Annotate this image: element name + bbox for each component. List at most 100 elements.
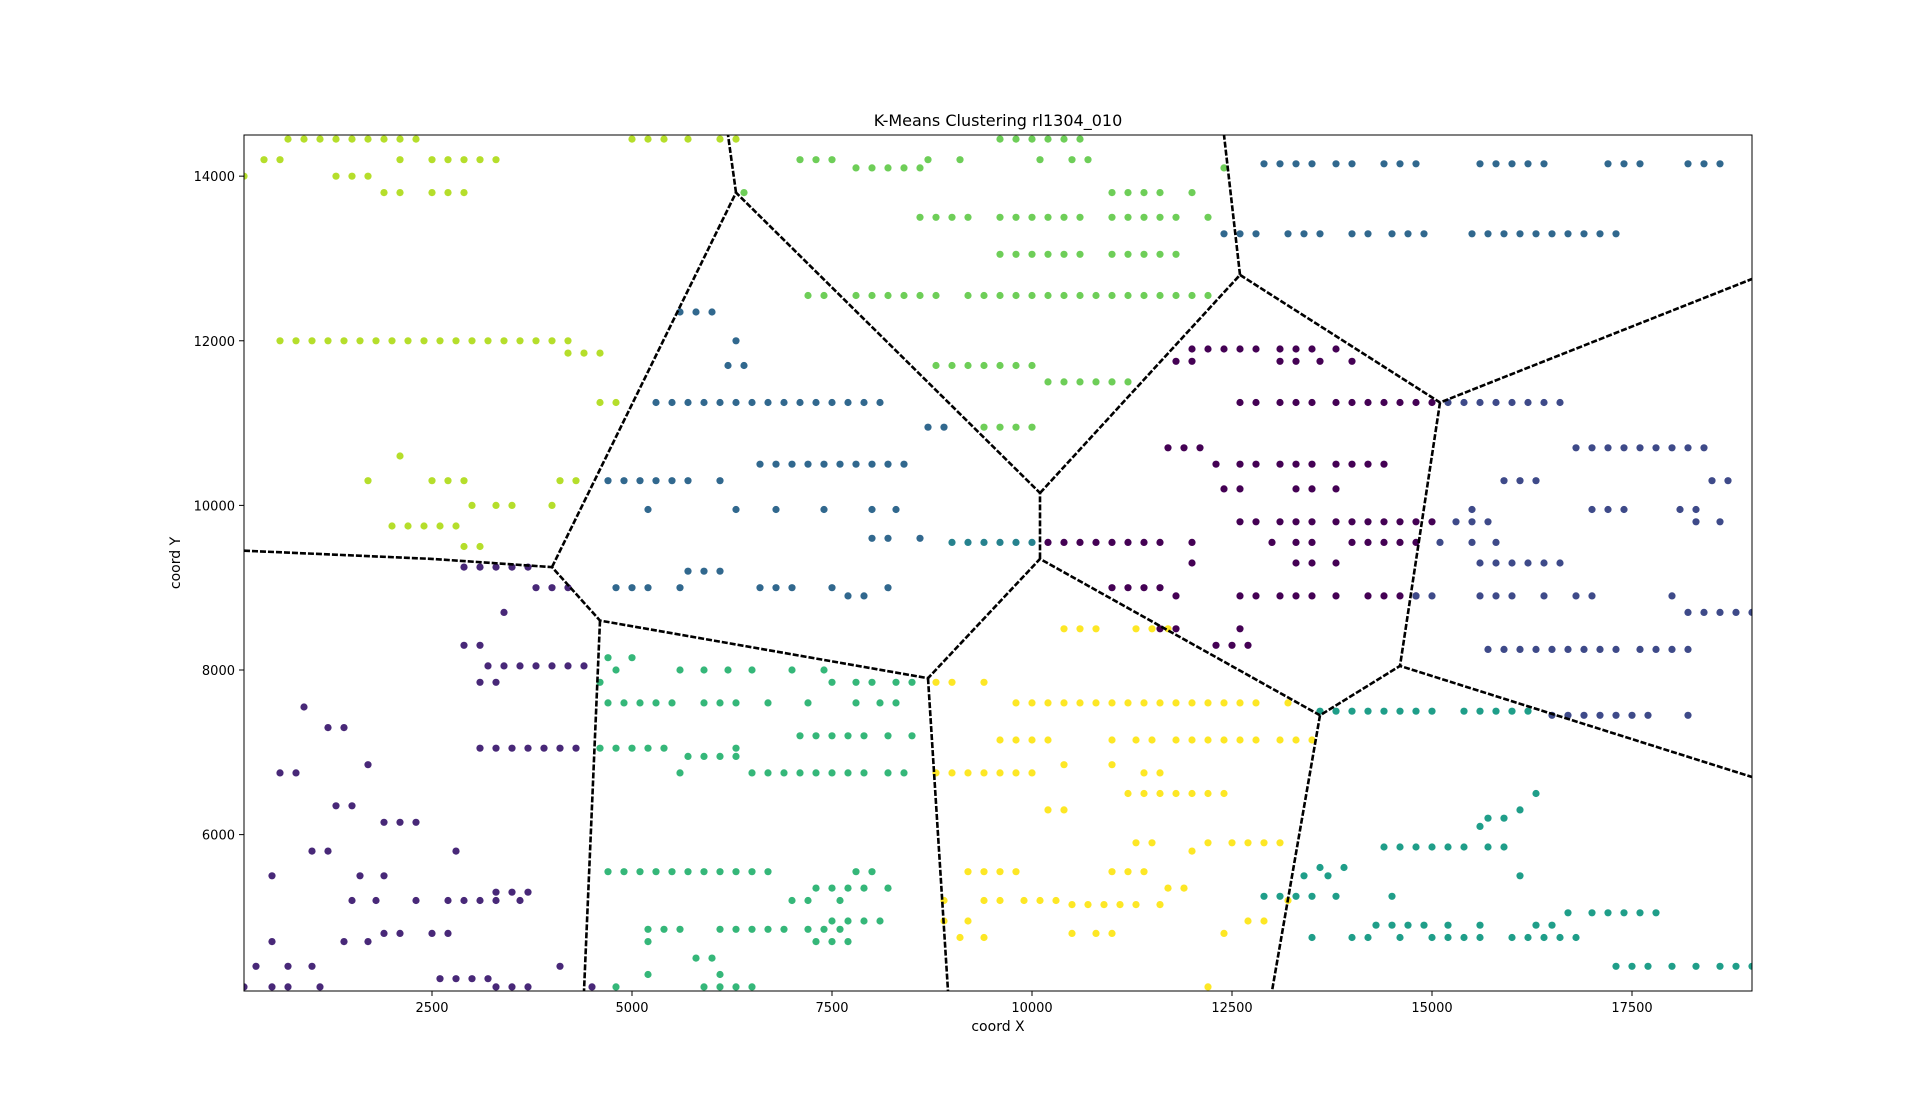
data-point: [964, 917, 972, 925]
data-point: [356, 337, 364, 345]
data-point: [1548, 645, 1556, 654]
data-point: [596, 398, 604, 407]
data-point: [1668, 444, 1676, 452]
data-point: [1540, 592, 1548, 600]
data-point: [668, 398, 676, 407]
data-point: [884, 769, 892, 777]
data-point: [1140, 189, 1148, 197]
data-point: [668, 699, 676, 707]
data-point: [820, 460, 828, 468]
data-point: [1492, 592, 1500, 600]
data-point: [1348, 460, 1356, 468]
data-point: [1508, 398, 1516, 407]
data-point: [1444, 843, 1452, 851]
data-point: [1276, 398, 1284, 407]
data-point: [1044, 213, 1052, 221]
data-point: [828, 938, 836, 946]
data-point: [788, 584, 796, 592]
data-point: [1564, 645, 1572, 654]
data-point: [1164, 884, 1172, 892]
data-point: [1332, 460, 1340, 468]
data-point: [1276, 160, 1284, 168]
data-point: [452, 847, 460, 855]
data-point: [1396, 707, 1404, 715]
data-point: [1604, 909, 1612, 917]
data-point: [1012, 769, 1020, 777]
data-point: [1188, 538, 1196, 547]
data-point: [1556, 398, 1564, 407]
data-point: [620, 699, 628, 707]
data-point: [700, 752, 708, 761]
data-point: [1236, 736, 1244, 744]
data-point: [1652, 909, 1660, 917]
data-point: [1244, 641, 1252, 649]
data-point: [1628, 962, 1636, 970]
data-point: [868, 534, 876, 542]
data-point: [684, 752, 692, 761]
data-point: [868, 164, 876, 172]
data-point: [420, 337, 428, 345]
data-point: [1012, 213, 1020, 221]
data-point: [996, 250, 1004, 258]
data-point: [1636, 444, 1644, 452]
data-point: [1524, 559, 1532, 567]
data-point: [492, 888, 500, 896]
data-point: [652, 699, 660, 707]
data-point: [644, 584, 652, 592]
data-point: [996, 769, 1004, 777]
data-point: [572, 744, 580, 752]
data-point: [1172, 357, 1180, 365]
data-point: [580, 662, 588, 670]
data-point: [1620, 909, 1628, 917]
cluster-c3: [604, 160, 1724, 600]
data-point: [844, 769, 852, 777]
data-point: [1308, 460, 1316, 468]
data-point: [1028, 736, 1036, 744]
data-point: [1204, 839, 1212, 847]
cluster-c9: [932, 625, 1316, 991]
data-point: [380, 872, 388, 880]
data-point: [1596, 645, 1604, 654]
data-point: [380, 929, 388, 938]
data-point: [844, 938, 852, 946]
data-point: [396, 818, 404, 826]
data-point: [764, 699, 772, 707]
data-point: [1092, 625, 1100, 633]
data-point: [1220, 736, 1228, 744]
data-point: [1684, 608, 1692, 617]
data-point: [1332, 592, 1340, 600]
data-point: [844, 732, 852, 740]
data-point: [1708, 477, 1716, 485]
data-point: [500, 337, 508, 345]
data-point: [1252, 230, 1260, 238]
data-point: [828, 398, 836, 407]
data-point: [500, 608, 508, 617]
data-point: [1412, 160, 1420, 168]
data-point: [1364, 230, 1372, 238]
data-point: [1380, 160, 1388, 168]
data-point: [1204, 736, 1212, 744]
data-point: [1532, 645, 1540, 654]
voronoi-boundary: [244, 549, 1752, 779]
data-point: [1028, 291, 1036, 300]
data-point: [1348, 357, 1356, 365]
data-point: [308, 962, 316, 970]
data-point: [732, 744, 740, 752]
data-point: [1532, 230, 1540, 238]
data-point: [948, 361, 956, 370]
data-point: [1748, 608, 1752, 616]
data-point: [1364, 460, 1372, 468]
data-point: [1028, 769, 1036, 777]
data-point: [1476, 592, 1484, 600]
data-point: [1220, 699, 1228, 707]
data-point: [1652, 444, 1660, 452]
data-point: [1052, 896, 1060, 905]
data-point: [668, 868, 676, 876]
data-point: [652, 868, 660, 876]
data-point: [508, 983, 516, 991]
data-point: [1124, 584, 1132, 592]
data-point: [1524, 160, 1532, 168]
data-point: [892, 505, 900, 514]
data-point: [1364, 518, 1372, 526]
data-point: [1172, 250, 1180, 258]
